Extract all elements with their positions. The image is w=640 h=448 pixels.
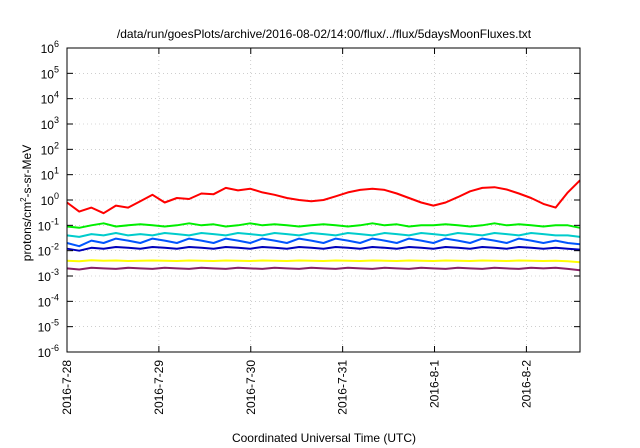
y-tick-label: 106 — [41, 39, 59, 56]
y-tick-label: 101 — [41, 166, 59, 183]
x-tick-label: 2016-8-2 — [519, 360, 533, 408]
y-axis-label: protons/cm2-s-sr-MeV — [19, 145, 34, 261]
series-line-6 — [66, 259, 581, 264]
y-tick-label: 100 — [41, 191, 59, 208]
y-tick-label: 105 — [41, 64, 59, 81]
y-tick-labels: 10-6 10-5 10-4 10-3 10-2 10-1 100 101 102 103 104 1… — [38, 39, 59, 360]
y-tick-label: 10-4 — [38, 292, 59, 309]
y-tick-label: 10-3 — [38, 267, 59, 284]
x-tick-label: 2016-7-28 — [60, 360, 74, 415]
series-line-4 — [66, 237, 581, 248]
y-tick-label: 102 — [41, 140, 59, 157]
series-line-3 — [66, 232, 581, 238]
axis-ticks — [66, 47, 580, 353]
y-tick-label: 10-5 — [38, 318, 59, 335]
data-series — [66, 179, 581, 272]
x-tick-label: 2016-7-30 — [244, 360, 258, 415]
chart-title: /data/run/goesPlots/archive/2016-08-02/1… — [117, 27, 532, 41]
y-tick-label: 10-2 — [38, 242, 59, 259]
y-tick-label: 10-1 — [38, 216, 59, 233]
x-tick-label: 2016-7-29 — [152, 360, 166, 415]
series-line-5 — [66, 246, 581, 252]
series-line-1 — [66, 179, 581, 215]
x-tick-label: 2016-8-1 — [428, 360, 442, 408]
y-tick-label: 10-6 — [38, 343, 59, 360]
series-line-7 — [66, 266, 581, 272]
y-tick-label: 104 — [41, 90, 59, 107]
y-tick-label: 103 — [41, 115, 59, 132]
x-tick-labels: 2016-7-28 2016-7-29 2016-7-30 2016-7-31 2016… — [60, 360, 533, 415]
series-line-2 — [66, 222, 581, 229]
x-tick-label: 2016-7-31 — [336, 360, 350, 415]
x-axis-label: Coordinated Universal Time (UTC) — [232, 431, 416, 445]
